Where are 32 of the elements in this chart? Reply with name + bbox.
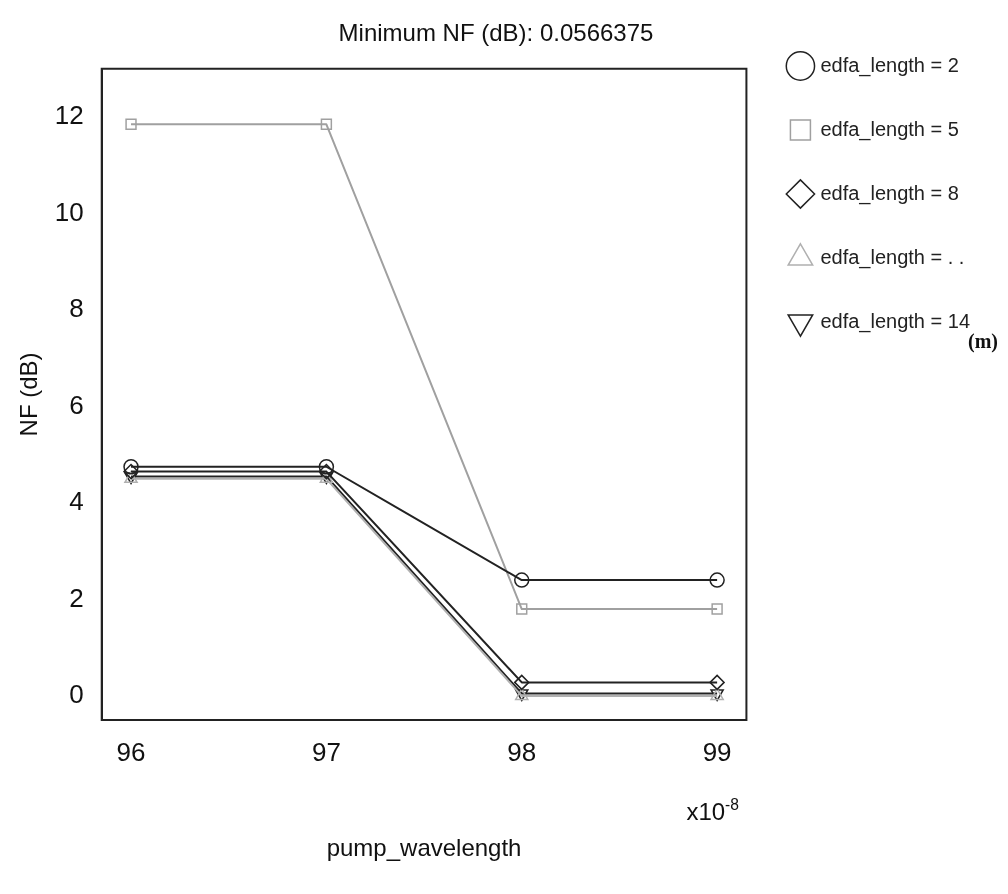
legend-label: edfa_length = 5: [820, 117, 959, 141]
x-tick-label: 98: [507, 736, 537, 767]
y-tick-label: 8: [69, 293, 84, 324]
y-tick-label: 10: [54, 196, 84, 227]
x-tick-label: 99: [702, 736, 732, 767]
point: [123, 459, 139, 475]
point: [318, 459, 335, 475]
y-tick-label: 0: [69, 679, 84, 710]
point: [514, 674, 530, 691]
y-tick-label: 12: [54, 100, 84, 131]
point: [709, 572, 725, 588]
text: (m): [968, 330, 998, 353]
legend-label: edfa_length = . .: [820, 245, 965, 269]
legend-label: edfa_length = 2: [820, 53, 959, 77]
x-tick-label: 97: [311, 736, 341, 767]
point: [320, 118, 333, 130]
x-tick-label: 96: [116, 736, 146, 767]
point: [514, 572, 530, 588]
point: [711, 603, 723, 615]
x-axis-title: pump_wavelength: [326, 834, 522, 862]
point: [318, 463, 335, 480]
point: [709, 674, 725, 691]
point: [516, 603, 528, 615]
y-tick-label: 4: [69, 486, 84, 517]
chart-title: Minimum NF (dB): 0.0566375: [338, 19, 654, 47]
legend-label: edfa_length = 14: [820, 309, 971, 333]
point: [125, 118, 137, 130]
y-tick-label: 6: [69, 389, 84, 420]
legend-label: edfa_length = 8: [820, 181, 959, 205]
point: [123, 463, 139, 480]
y-tick-label: 2: [69, 582, 84, 613]
y-axis-title: NF (dB): [15, 352, 43, 437]
